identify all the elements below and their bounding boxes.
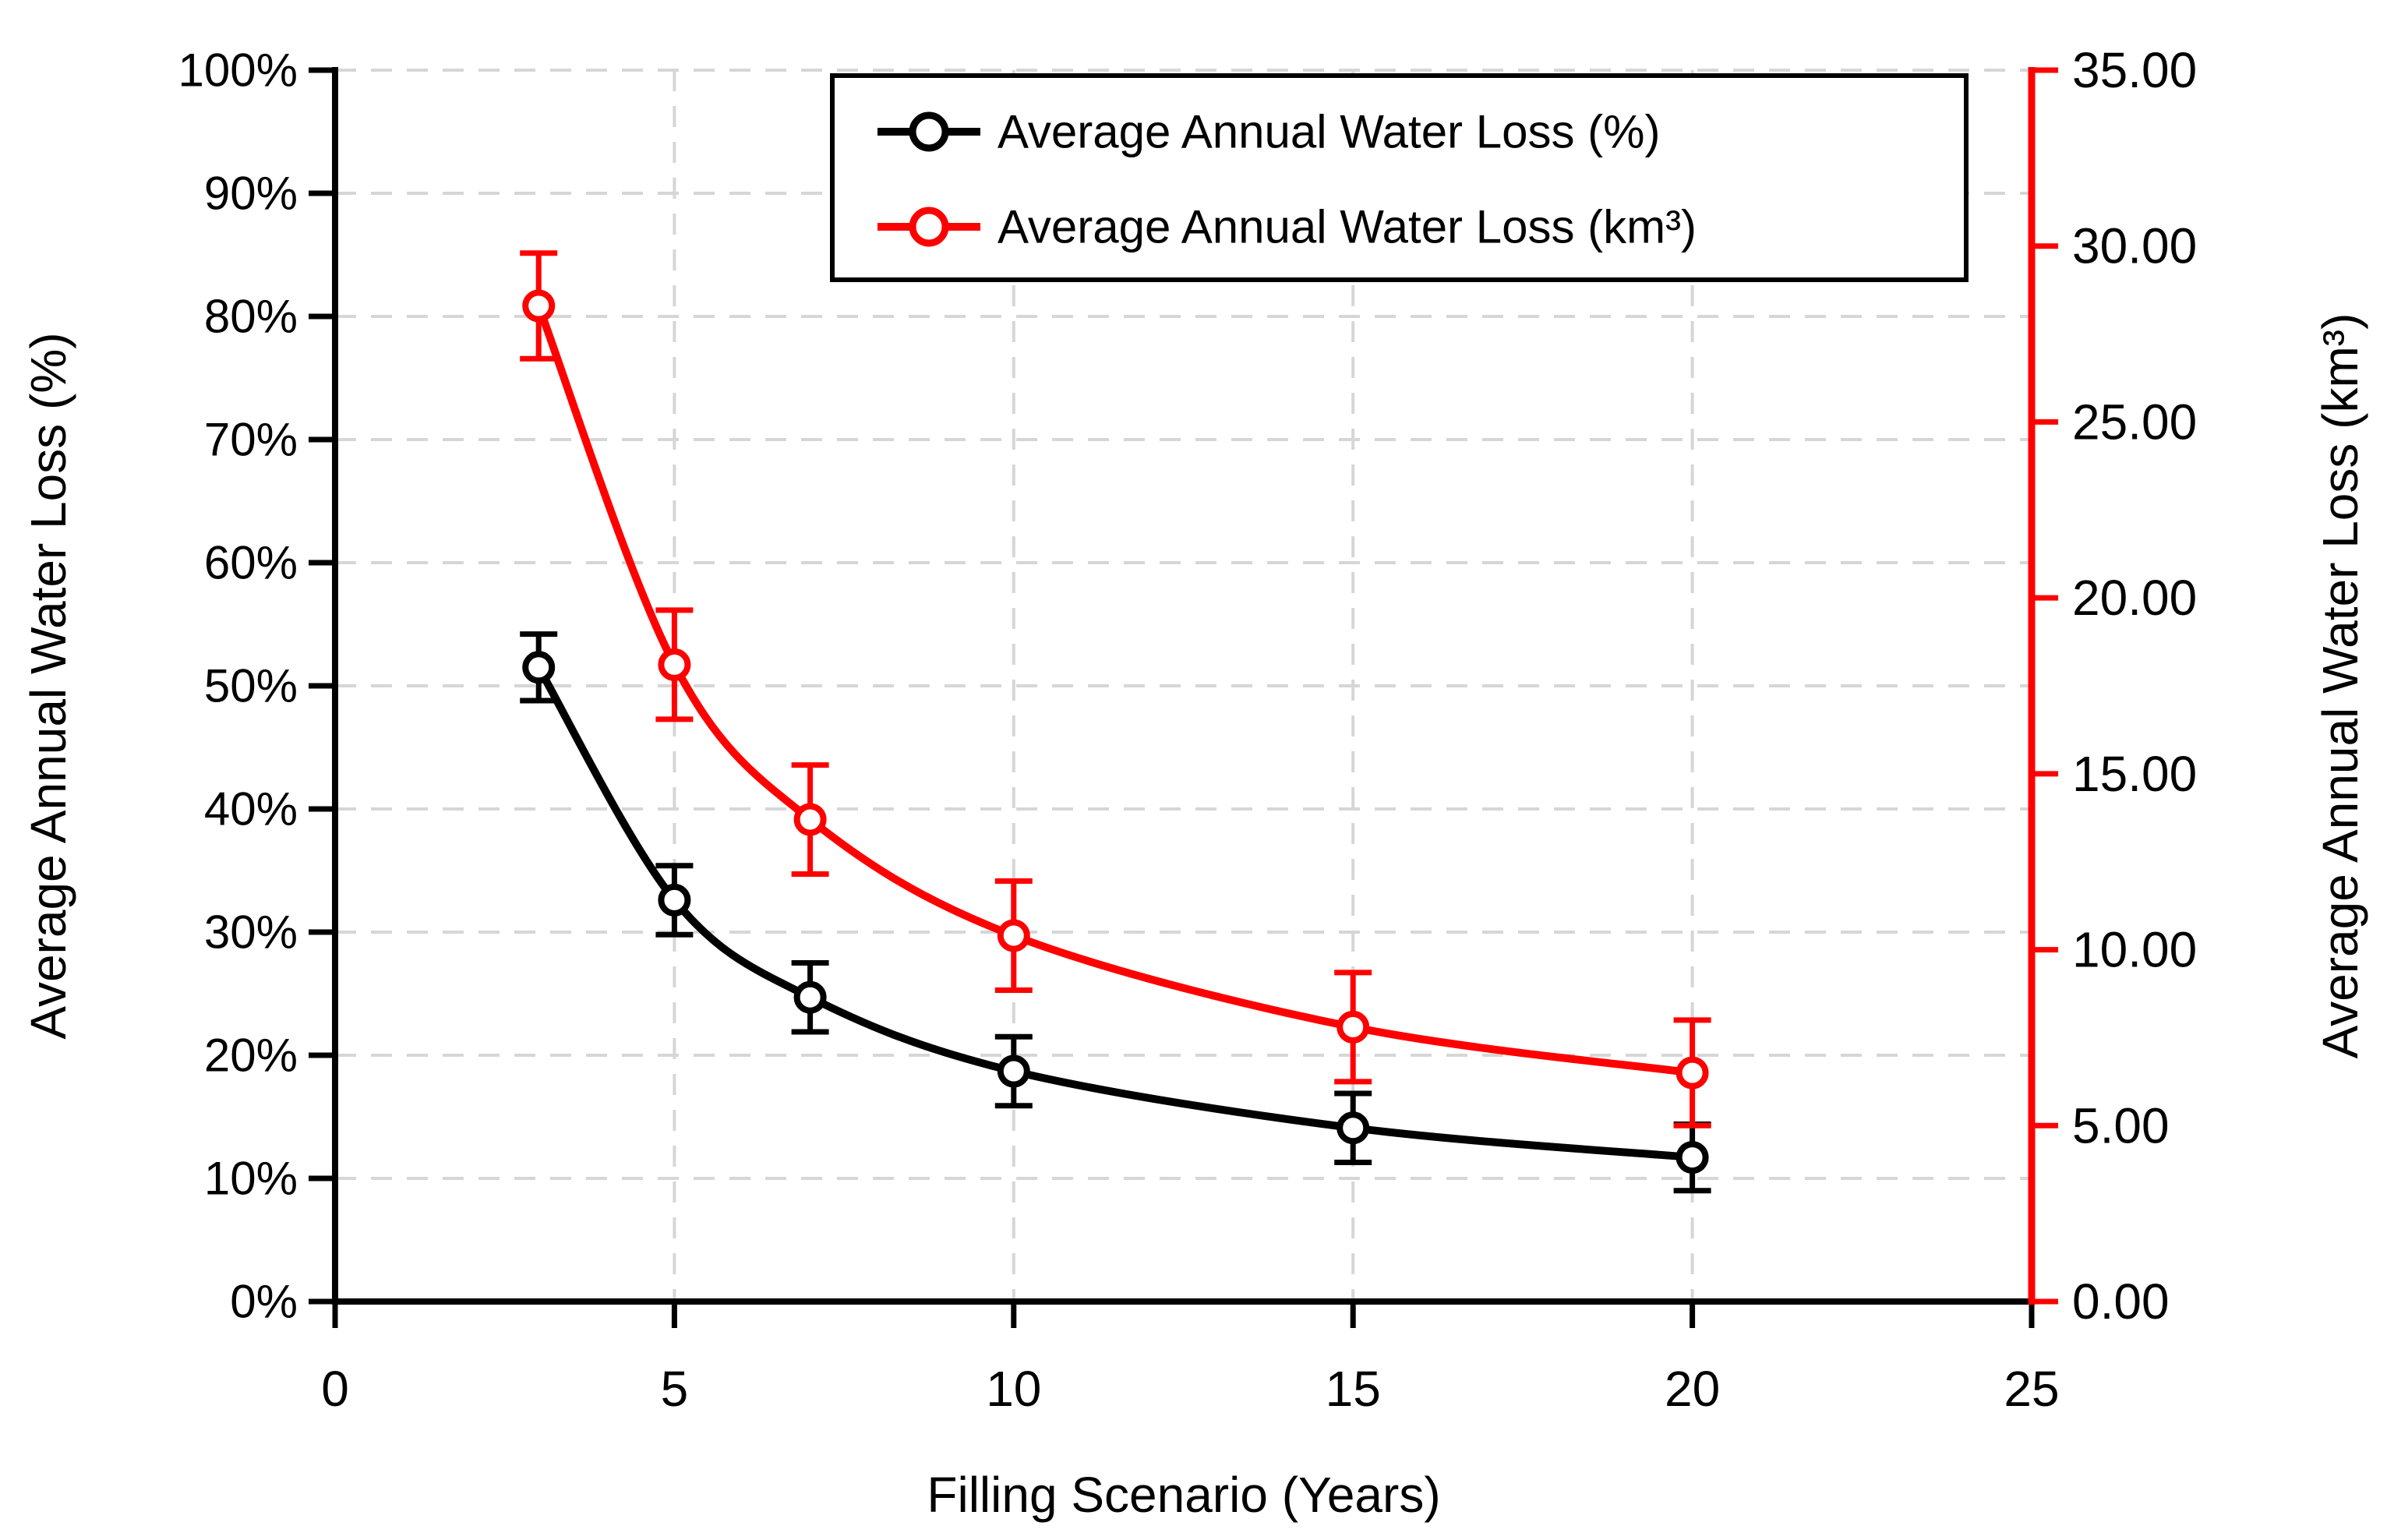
x-axis-title: Filling Scenario (Years) xyxy=(927,1467,1440,1523)
x-axis-tick-label: 15 xyxy=(1326,1361,1381,1417)
y-axis-left xyxy=(309,67,338,1305)
series-line xyxy=(535,302,1697,1077)
x-axis-tick-label: 0 xyxy=(321,1361,349,1417)
legend-box xyxy=(830,73,1969,282)
y-axis-left-tick-label: 0% xyxy=(230,1276,298,1328)
legend-entry: Average Annual Water Loss (%) xyxy=(877,106,1660,158)
legend: Average Annual Water Loss (%) Average Ann… xyxy=(830,73,1969,282)
data-point-marker xyxy=(658,648,691,681)
data-point-marker xyxy=(793,980,827,1014)
series-km3 xyxy=(520,250,1711,1129)
data-point-marker xyxy=(997,919,1030,952)
y-axis-left-tick-label: 30% xyxy=(204,906,298,959)
series-line xyxy=(535,663,1697,1162)
legend-entry: Average Annual Water Loss (km³) xyxy=(877,201,1697,253)
y-axis-right-tick-label: 35.00 xyxy=(2072,42,2197,98)
data-point-marker xyxy=(522,289,556,323)
gridlines xyxy=(335,69,2032,1302)
series-percent xyxy=(520,631,1711,1194)
y-axis-left-tick-label: 100% xyxy=(178,44,298,97)
y-axis-right-tick-label: 25.00 xyxy=(2072,394,2197,450)
y-axis-left-tick-label: 80% xyxy=(204,291,298,343)
y-axis-right-tick-label: 15.00 xyxy=(2072,746,2197,802)
legend-entry-label: Average Annual Water Loss (%) xyxy=(998,106,1660,158)
y-axis-right-tick-label: 5.00 xyxy=(2072,1097,2170,1153)
y-axis-left-tick-label: 40% xyxy=(204,783,298,835)
y-axis-left-title: Average Annual Water Loss (%) xyxy=(20,332,76,1039)
y-axis-left-tick-label: 50% xyxy=(204,660,298,712)
data-point-marker xyxy=(1675,1056,1709,1090)
legend-marker-circle xyxy=(909,111,949,152)
data-point-marker xyxy=(1337,1010,1370,1044)
data-point-marker xyxy=(658,883,691,917)
data-point-marker xyxy=(997,1054,1030,1088)
data-point-marker xyxy=(1337,1111,1370,1145)
x-axis-tick-label: 5 xyxy=(661,1361,689,1417)
data-point-marker xyxy=(793,803,827,836)
legend-marker-circle xyxy=(909,207,949,247)
y-axis-left-tick-label: 70% xyxy=(204,414,298,466)
x-axis xyxy=(332,1298,2035,1328)
data-point-marker xyxy=(1675,1141,1709,1174)
y-axis-right-tick-label: 10.00 xyxy=(2072,922,2197,978)
y-axis-right-title: Average Annual Water Loss (km³) xyxy=(2312,313,2368,1059)
x-axis-tick-label: 20 xyxy=(1665,1361,1720,1417)
x-axis-tick-label: 10 xyxy=(986,1361,1041,1417)
data-point-marker xyxy=(522,651,556,684)
legend-entry-label: Average Annual Water Loss (km³) xyxy=(998,201,1697,253)
y-axis-right-tick-label: 30.00 xyxy=(2072,218,2197,274)
y-axis-right xyxy=(2028,67,2058,1305)
x-axis-tick-label: 25 xyxy=(2004,1361,2059,1417)
y-axis-left-tick-label: 10% xyxy=(204,1153,298,1205)
y-axis-left-tick-label: 90% xyxy=(204,168,298,220)
y-axis-left-tick-label: 20% xyxy=(204,1030,298,1082)
y-axis-right-tick-label: 20.00 xyxy=(2072,570,2197,626)
y-axis-left-tick-label: 60% xyxy=(204,537,298,589)
y-axis-right-tick-label: 0.00 xyxy=(2072,1273,2170,1330)
